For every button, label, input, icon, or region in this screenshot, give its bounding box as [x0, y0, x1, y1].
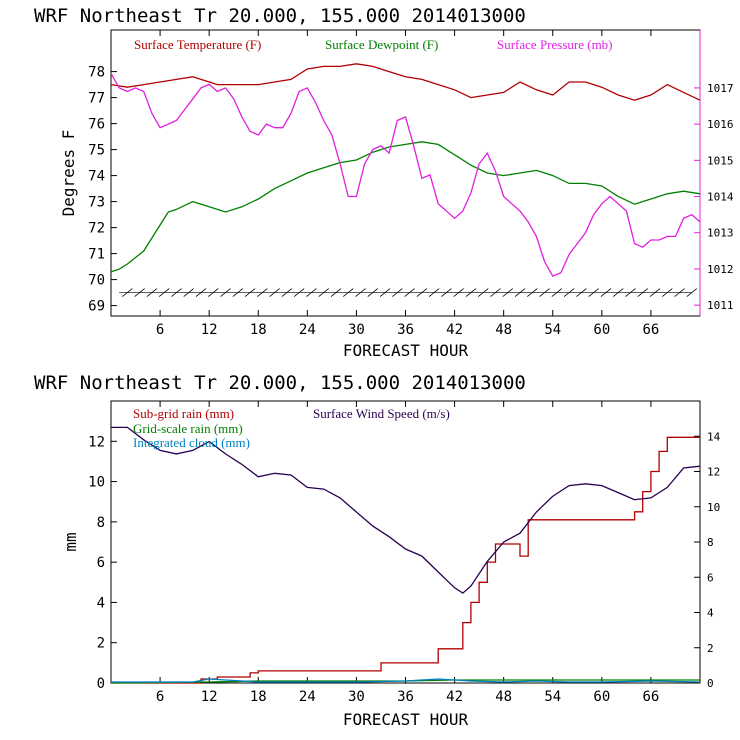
y-tick-label: 75: [88, 143, 105, 159]
x-tick-label: 60: [593, 689, 610, 705]
x-tick-label: 42: [446, 689, 463, 705]
y-axis-label: Degrees F: [59, 130, 78, 217]
y-tick-label: 74: [88, 169, 105, 185]
legend-entry-4: Surface Wind Speed (m/s): [313, 406, 450, 421]
x-tick-label: 18: [250, 322, 267, 338]
x-tick-label: 66: [642, 689, 659, 705]
y-tick-label: 12: [88, 434, 105, 450]
series-line-3: [110, 73, 701, 278]
series-line-1: [111, 436, 700, 684]
y-tick-label: 4: [97, 595, 105, 611]
x-tick-label: 48: [495, 322, 512, 338]
x-tick-label: 36: [397, 322, 414, 338]
legend-entry-2: Grid-scale rain (mm): [133, 421, 243, 436]
chart-title: WRF Northeast Tr 20.000, 155.000 2014013…: [34, 5, 526, 27]
x-tick-label: 12: [201, 689, 218, 705]
y2-tick-label: 2: [707, 642, 714, 655]
series-line-4: [111, 426, 701, 594]
wind-barbs: [119, 288, 698, 297]
y-tick-label: 70: [88, 273, 105, 289]
x-tick-label: 54: [544, 322, 561, 338]
x-tick-label: 6: [156, 322, 164, 338]
y2-tick-label: 14: [707, 430, 721, 443]
x-tick-label: 24: [299, 689, 316, 705]
x-axis-label: FORECAST HOUR: [343, 710, 469, 729]
y2-tick-label: 1014: [707, 191, 734, 204]
chart-panel-2: WRF Northeast Tr 20.000, 155.000 2014013…: [34, 372, 721, 729]
x-tick-label: 36: [397, 689, 414, 705]
y-tick-label: 76: [88, 117, 105, 133]
chart-panel-1: WRF Northeast Tr 20.000, 155.000 2014013…: [34, 5, 734, 360]
y2-tick-label: 1012: [707, 263, 734, 276]
y-tick-label: 78: [88, 65, 105, 81]
y-tick-label: 0: [97, 676, 105, 692]
y-axis-label: mm: [61, 532, 80, 551]
y-tick-label: 69: [88, 299, 105, 315]
y2-tick-label: 6: [707, 571, 714, 584]
y2-tick-label: 1011: [707, 299, 734, 312]
x-tick-label: 24: [299, 322, 316, 338]
y2-tick-label: 1016: [707, 118, 734, 131]
chart-title: WRF Northeast Tr 20.000, 155.000 2014013…: [34, 372, 526, 394]
series-line-1: [110, 63, 701, 101]
y-tick-label: 6: [97, 555, 105, 571]
y2-tick-label: 12: [707, 466, 720, 479]
legend-entry-3: Surface Pressure (mb): [497, 37, 613, 52]
x-tick-label: 12: [201, 322, 218, 338]
x-tick-label: 66: [642, 322, 659, 338]
x-tick-label: 30: [348, 689, 365, 705]
plot-frame: [110, 29, 701, 317]
x-tick-label: 42: [446, 322, 463, 338]
y-tick-label: 10: [88, 475, 105, 491]
y2-tick-label: 1013: [707, 227, 734, 240]
y2-tick-label: 0: [707, 677, 714, 690]
y2-tick-label: 1017: [707, 82, 734, 95]
x-tick-label: 54: [544, 689, 561, 705]
y2-tick-label: 10: [707, 501, 720, 514]
series-line-2: [110, 141, 701, 273]
y-tick-label: 71: [88, 247, 105, 263]
y-tick-label: 73: [88, 195, 105, 211]
x-tick-label: 60: [593, 322, 610, 338]
legend-entry-1: Sub-grid rain (mm): [133, 406, 234, 421]
y-tick-label: 8: [97, 515, 105, 531]
x-tick-label: 18: [250, 689, 267, 705]
legend-entry-2: Surface Dewpoint (F): [325, 37, 438, 52]
y2-tick-label: 1015: [707, 154, 734, 167]
y2-tick-label: 8: [707, 536, 714, 549]
y-tick-label: 72: [88, 221, 105, 237]
y2-tick-label: 4: [707, 607, 714, 620]
y-tick-label: 2: [97, 636, 105, 652]
series-line-3: [111, 678, 701, 683]
x-axis-label: FORECAST HOUR: [343, 341, 469, 360]
y-tick-label: 77: [88, 91, 105, 107]
legend-entry-1: Surface Temperature (F): [134, 37, 261, 52]
x-tick-label: 6: [156, 689, 164, 705]
legend-entry-3: Integrated cloud (mm): [133, 435, 250, 450]
x-tick-label: 30: [348, 322, 365, 338]
x-tick-label: 48: [495, 689, 512, 705]
